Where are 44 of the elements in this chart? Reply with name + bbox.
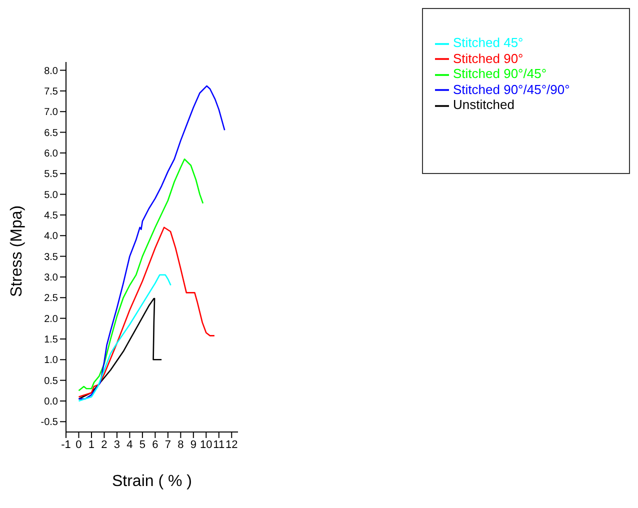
y-tick-label: 4.0 bbox=[44, 231, 58, 242]
x-tick-label: 9 bbox=[190, 438, 196, 451]
y-tick-label: 1.5 bbox=[44, 334, 58, 346]
line-series bbox=[78, 85, 226, 400]
x-tick-label: 2 bbox=[101, 438, 108, 451]
line-series bbox=[78, 274, 172, 402]
x-tick-label: 1 bbox=[88, 438, 95, 451]
y-tick-label: 0.0 bbox=[44, 396, 58, 408]
legend-label: Stitched 45° bbox=[453, 35, 524, 50]
x-tick-label: 6 bbox=[152, 438, 158, 451]
x-tick-label: 12 bbox=[226, 438, 238, 451]
x-tick-label: 3 bbox=[114, 438, 120, 451]
x-tick-label: 10 bbox=[200, 438, 212, 451]
y-tick-label: 6.0 bbox=[44, 148, 58, 160]
y-tick-label: 1.0 bbox=[44, 355, 58, 366]
legend-label: Stitched 90° bbox=[453, 50, 524, 66]
y-tick-label: 4.5 bbox=[44, 210, 58, 222]
y-tick-label: 3.0 bbox=[44, 272, 58, 284]
x-tick-label: 5 bbox=[139, 438, 146, 451]
y-tick-label: 2.0 bbox=[44, 314, 58, 325]
y-tick-label: 5.0 bbox=[44, 190, 58, 201]
x-tick-label: -1 bbox=[61, 438, 71, 451]
y-tick-label: 8.0 bbox=[44, 66, 58, 77]
y-tick-label: 0.5 bbox=[44, 376, 58, 387]
x-axis-title: Strain ( % ) bbox=[112, 473, 192, 490]
x-tick-label: 8 bbox=[178, 438, 184, 451]
line-series bbox=[78, 158, 204, 392]
y-tick-label: 7.5 bbox=[44, 86, 58, 98]
y-tick-label: 7.0 bbox=[44, 107, 58, 118]
x-tick-label: 4 bbox=[126, 438, 133, 451]
y-tick-label: 3.5 bbox=[44, 252, 58, 263]
x-tick-label: 0 bbox=[76, 438, 82, 451]
legend-label: Stitched 90°/45° bbox=[453, 66, 547, 82]
y-tick-label: 6.5 bbox=[44, 128, 58, 139]
x-tick-label: 7 bbox=[164, 438, 171, 451]
x-tick-label: 11 bbox=[213, 438, 225, 451]
line-series bbox=[78, 298, 162, 400]
y-axis-title: Stress (Mpa) bbox=[8, 205, 26, 297]
legend-label: Unstitched bbox=[453, 97, 514, 112]
y-tick-label: -0.5 bbox=[40, 417, 58, 428]
y-tick-label: 5.5 bbox=[44, 169, 58, 180]
line-series bbox=[78, 226, 216, 398]
legend-label: Stitched 90°/45°/90° bbox=[453, 82, 570, 97]
y-tick-label: 2.5 bbox=[44, 293, 58, 304]
